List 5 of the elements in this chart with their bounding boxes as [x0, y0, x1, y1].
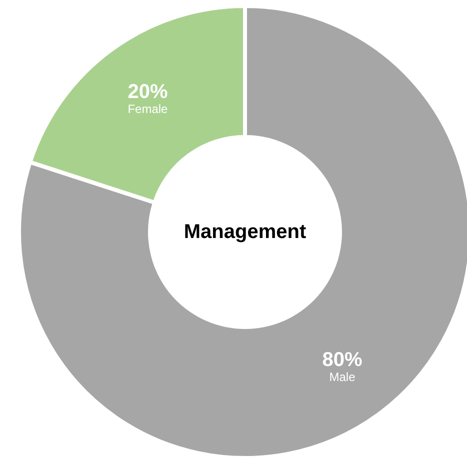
text: Management: [184, 221, 306, 243]
slice-label: Male: [329, 370, 356, 384]
slice-label: Female: [128, 102, 168, 116]
data-label: 20%: [128, 81, 168, 104]
data-label: 80%: [322, 348, 363, 371]
